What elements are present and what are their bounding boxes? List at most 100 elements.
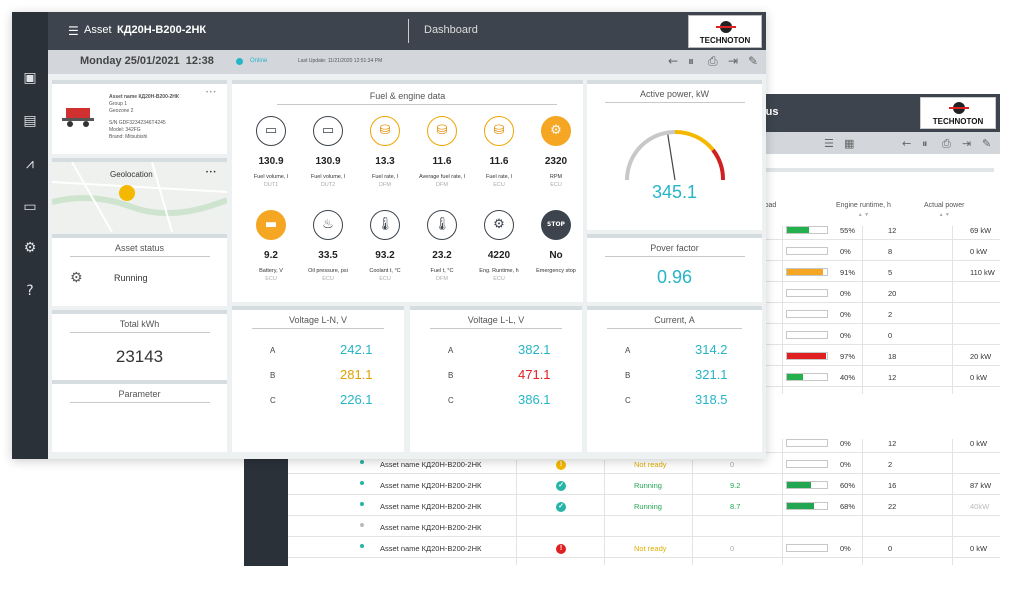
chart-icon[interactable]: ⩘ [26, 156, 34, 172]
fuel-engine-label: Eng. Runtime, h [479, 268, 519, 274]
online-indicator [236, 58, 243, 65]
fuel-engine-value: No [549, 250, 563, 261]
engine-runtime: 20 [888, 289, 897, 298]
logo-text: TECHNOTON [932, 117, 984, 126]
pause-icon[interactable]: ⏸ [922, 137, 928, 150]
phase-label: B [448, 371, 454, 380]
engine-load-bar [786, 502, 828, 510]
sensor-icon: ⛁ [427, 116, 457, 146]
fuel-engine-label: Fuel volume, l [253, 174, 289, 180]
phase-value: 318.5 [695, 392, 728, 407]
back-arrow-icon[interactable]: ← [902, 137, 912, 150]
phase-value: 281.1 [340, 367, 373, 382]
voltage-ln-title: Voltage L-N, V [288, 315, 348, 325]
title-underline [605, 102, 745, 103]
asset-info-brand: Brand: Mitsubishi [109, 134, 148, 140]
col-header-runtime[interactable]: Engine runtime, h ▲ ▼ [836, 202, 891, 218]
print-icon[interactable]: ⎙ [708, 54, 718, 68]
fuel-engine-value: 9.2 [264, 250, 278, 261]
column-divider [952, 502, 953, 523]
engine-load-text: 0% [840, 439, 851, 448]
column-divider [692, 523, 693, 544]
help-icon[interactable]: ? [26, 283, 34, 299]
table-row[interactable]: Asset name КД20Н-В200-2НК ✓ Running 9.2 60% 1… [288, 474, 1000, 502]
grid-view-icon[interactable]: ▦ [844, 137, 855, 150]
engine-load-text: 91% [840, 268, 856, 277]
edit-icon[interactable]: ✎ [748, 54, 759, 68]
column-divider [952, 481, 953, 502]
engine-runtime: 0 [888, 544, 893, 553]
fuel-engine-label: Emergency stop [536, 268, 576, 274]
asset-info-more-button[interactable]: • • • [206, 90, 216, 96]
column-divider [604, 460, 605, 481]
print-icon[interactable]: ⎙ [942, 137, 951, 150]
message-icon[interactable]: ▭ [23, 199, 37, 215]
title-underline [430, 328, 562, 329]
list-view-icon[interactable]: ☰ [824, 137, 834, 150]
back-arrow-icon[interactable]: ← [668, 54, 679, 68]
fuel-engine-value: 4220 [487, 250, 511, 261]
column-divider [782, 502, 783, 523]
fuel-engine-title: Fuel & engine data [369, 91, 446, 101]
column-divider [782, 310, 783, 331]
engine-load-fill [787, 503, 815, 509]
actual-power: 0 kW [970, 373, 988, 382]
column-divider [782, 373, 783, 394]
fuel-engine-label: Battery, V [259, 268, 283, 274]
table-row[interactable]: Asset name КД20Н-В200-2НК! Not ready 0 0% 2 [288, 453, 1000, 481]
column-divider [692, 544, 693, 565]
column-divider [952, 268, 953, 289]
phase-label: A [625, 346, 631, 355]
engine-runtime: 8 [888, 247, 893, 256]
asset-name[interactable]: Asset name КД20Н-В200-2НК [380, 502, 482, 511]
asset-name[interactable]: Asset name КД20Н-В200-2НК [380, 523, 482, 532]
fuel-engine-value: 33.5 [318, 250, 338, 261]
dashboard-link[interactable]: Dashboard [424, 24, 478, 36]
asset-name[interactable]: Asset name КД20Н-В200-2НК [380, 460, 482, 469]
column-divider [782, 289, 783, 310]
column-divider [862, 310, 863, 331]
table-row[interactable]: Asset name КД20Н-В200-2НК ✓ Running 8.7 68% 2… [288, 495, 1000, 523]
table-row[interactable]: Asset name КД20Н-В200-2НК [288, 516, 1000, 544]
column-divider [782, 523, 783, 544]
actual-power: 0 kW [970, 439, 988, 448]
fuel-engine-value: 11.6 [489, 156, 509, 167]
engine-runtime: 12 [888, 373, 897, 382]
engine-load-bar [786, 247, 828, 255]
edit-icon[interactable]: ✎ [982, 137, 992, 150]
engine-load-bar [786, 439, 828, 447]
asset-name[interactable]: Asset name КД20Н-В200-2НК [380, 481, 482, 490]
phase-value: 226.1 [340, 392, 373, 407]
actual-power: 20 kW [970, 352, 992, 361]
engine-runtime: 2 [888, 460, 893, 469]
geolocation-more-button[interactable]: • • • [206, 170, 216, 176]
active-power-title: Active power, kW [639, 89, 710, 99]
table-row[interactable]: Asset name КД20Н-В200-2НК! Not ready 0 0% 0 0… [288, 537, 1000, 565]
sensor-icon: ♨ [313, 210, 343, 240]
asset-name[interactable]: Asset name КД20Н-В200-2НК [380, 544, 482, 553]
settings-icon[interactable]: ⚙ [23, 240, 37, 256]
column-divider [952, 226, 953, 247]
export-icon[interactable]: ⇥ [962, 137, 972, 150]
parameter-title: Parameter [118, 389, 161, 399]
warning-icon: ! [556, 544, 566, 554]
map-view[interactable] [52, 162, 227, 232]
column-divider [862, 289, 863, 310]
column-divider [952, 439, 953, 460]
phase-value: 386.1 [518, 392, 551, 407]
pause-icon[interactable]: ⏸ [688, 54, 695, 68]
engine-runtime: 18 [888, 352, 897, 361]
column-divider [782, 481, 783, 502]
asset-info-group: Group 1 [109, 101, 128, 107]
column-divider [782, 439, 783, 460]
sensor-icon: ▭ [256, 116, 286, 146]
column-divider [782, 226, 783, 247]
export-icon[interactable]: ⇥ [728, 54, 739, 68]
active-power-card: Active power, kW 345.1 [587, 80, 762, 230]
back-title: tus [762, 106, 779, 118]
col-header-power[interactable]: Actual power ▲ ▼ [924, 202, 964, 218]
dashboard-icon[interactable]: ▣ [23, 70, 37, 86]
column-divider [862, 352, 863, 373]
report-icon[interactable]: ▤ [23, 113, 37, 129]
menu-icon[interactable]: ☰ [68, 24, 79, 38]
